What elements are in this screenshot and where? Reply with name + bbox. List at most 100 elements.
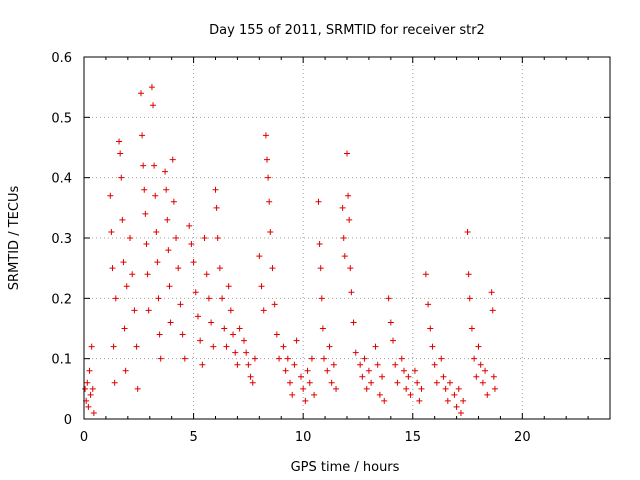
x-tick-label: 10 (295, 430, 312, 445)
data-point (85, 403, 92, 410)
y-tick-label: 0.2 (51, 292, 72, 307)
data-point (297, 373, 304, 380)
data-point (110, 343, 117, 350)
data-point (363, 385, 370, 392)
data-point (134, 385, 141, 392)
data-point (123, 283, 130, 290)
data-point (186, 222, 193, 229)
data-point (155, 295, 162, 302)
data-point (433, 379, 440, 386)
data-point (157, 355, 164, 362)
data-point (328, 379, 335, 386)
data-point (477, 361, 484, 368)
data-point (133, 343, 140, 350)
data-point (284, 355, 291, 362)
data-point (482, 367, 489, 374)
data-point (400, 367, 407, 374)
data-point (315, 198, 322, 205)
data-point (86, 367, 93, 374)
x-tick-label: 0 (80, 430, 88, 445)
data-point (151, 162, 158, 169)
plot-frame (83, 56, 611, 420)
data-point (84, 379, 91, 386)
data-point (282, 367, 289, 374)
data-point (219, 295, 226, 302)
data-point (212, 186, 219, 193)
data-point (392, 361, 399, 368)
data-point (243, 349, 250, 356)
data-point (444, 397, 451, 404)
data-point (156, 331, 163, 338)
y-tick-label: 0.1 (51, 353, 72, 368)
data-point (265, 174, 272, 181)
data-point (223, 343, 230, 350)
data-point (368, 379, 375, 386)
data-point (162, 168, 169, 175)
data-point (387, 319, 394, 326)
data-point (317, 265, 324, 272)
data-point (484, 391, 491, 398)
data-point (491, 385, 498, 392)
data-point (394, 379, 401, 386)
data-point (188, 241, 195, 248)
data-point (346, 216, 353, 223)
data-point (181, 355, 188, 362)
data-point (453, 403, 460, 410)
data-point (240, 337, 247, 344)
data-point (227, 307, 234, 314)
data-point (390, 337, 397, 344)
data-point (455, 385, 462, 392)
data-point (173, 235, 180, 241)
data-point (411, 367, 418, 374)
data-point (347, 265, 354, 272)
data-point (398, 355, 405, 362)
chart-title: Day 155 of 2011, SRMTID for receiver str… (209, 23, 485, 38)
data-point (311, 391, 318, 398)
data-point (154, 259, 161, 266)
data-point (438, 355, 445, 362)
y-axis-label: SRMTID / TECUs (7, 186, 22, 291)
data-point (361, 355, 368, 362)
data-point (451, 391, 458, 398)
data-point (194, 313, 201, 320)
data-point (340, 235, 347, 241)
data-point (271, 301, 278, 308)
data-point (352, 349, 359, 356)
data-point (359, 373, 366, 380)
data-point (199, 361, 206, 368)
data-point (273, 331, 280, 338)
data-point (304, 367, 311, 374)
data-point (225, 283, 232, 290)
data-point (264, 156, 271, 163)
data-point (120, 259, 127, 266)
data-point (175, 265, 182, 272)
data-point (119, 216, 126, 223)
y-tick-label: 0.6 (51, 51, 72, 66)
data-point (473, 373, 480, 380)
data-point (262, 132, 269, 139)
x-tick-label: 20 (514, 430, 531, 445)
data-point (256, 253, 263, 260)
y-tick-label: 0.3 (51, 232, 72, 247)
data-point (145, 307, 152, 314)
data-point (221, 325, 228, 332)
data-point (465, 271, 472, 278)
data-point (116, 138, 123, 145)
data-point (414, 379, 421, 386)
data-point (372, 343, 379, 350)
y-tick-label: 0.5 (51, 111, 72, 126)
data-point (122, 367, 129, 374)
data-point (471, 355, 478, 362)
data-point (468, 325, 475, 332)
data-point (82, 385, 89, 392)
data-point (192, 289, 199, 296)
data-point (205, 295, 212, 302)
grid-layer (84, 57, 610, 419)
data-point (341, 253, 348, 260)
data-point (302, 397, 309, 404)
data-point (267, 228, 274, 235)
data-point (90, 409, 97, 416)
data-point (418, 385, 425, 392)
data-point (177, 301, 184, 308)
